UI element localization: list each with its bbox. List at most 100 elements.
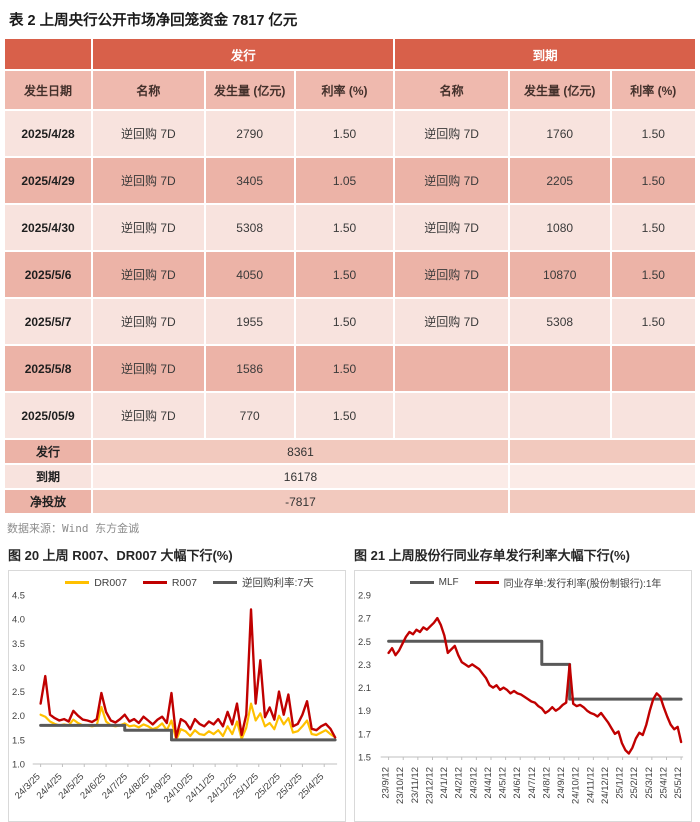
column-header-name2: 名称 (395, 71, 508, 109)
data-cell: 770 (205, 393, 294, 438)
series-line (387, 616, 683, 755)
column-header-amount2: 发生量 (亿元) (509, 71, 610, 109)
x-tick-label: 24/8/12 (542, 767, 553, 799)
column-header-name1: 名称 (93, 71, 204, 109)
group-header-row: 发行 到期 (5, 39, 695, 69)
x-tick-label: 24/7/12 (527, 767, 538, 799)
summary-row-net: 净投放 -7817 (5, 490, 695, 513)
summary-row-issuance: 发行 8361 (5, 440, 695, 463)
series-line (39, 723, 337, 742)
group-header-issuance: 发行 (93, 39, 394, 69)
legend-label: R007 (171, 576, 198, 589)
table-row: 2025/5/6 逆回购 7D 4050 1.50 逆回购 7D 10870 1.50 (5, 252, 695, 297)
line-chart-ncd: MLF 同业存单:发行利率(股份制银行):1年 2.9 2.7 2.5 2.3 2.1 1.9… (354, 570, 692, 822)
x-tick-label: 24/12/12 (600, 767, 611, 804)
data-cell (395, 346, 508, 391)
data-cell: 1.50 (611, 158, 695, 203)
legend-label: 同业存单:发行利率(股份制银行):1年 (503, 579, 662, 590)
summary-label: 净投放 (5, 490, 92, 513)
y-tick-label: 2.5 (358, 637, 371, 648)
column-header-date: 发生日期 (5, 71, 92, 109)
data-cell: 1.50 (295, 205, 394, 250)
y-tick-label: 2.1 (358, 683, 371, 694)
x-tick-label: 25/4/12 (659, 767, 670, 799)
data-cell: 4050 (205, 252, 294, 297)
legend-item: DR007 (65, 577, 127, 589)
legend-label: MLF (438, 577, 459, 588)
line-chart-svg: 2.9 2.7 2.5 2.3 2.1 1.9 1.7 1.5 23/9/12 23/10/12 2… (358, 590, 684, 804)
x-tick-label: 24/3/12 (468, 767, 479, 799)
legend-label: DR007 (94, 576, 127, 589)
data-cell: 1.50 (611, 299, 695, 344)
summary-value: 8361 (93, 440, 508, 463)
y-tick-label: 1.9 (358, 706, 371, 717)
legend-line-swatch (213, 581, 238, 584)
x-tick-label: 23/9/12 (381, 767, 392, 799)
column-header-amount1: 发生量 (亿元) (205, 71, 294, 109)
data-cell: 5308 (509, 299, 610, 344)
data-cell (395, 393, 508, 438)
data-cell: 3405 (205, 158, 294, 203)
data-cell: 1080 (509, 205, 610, 250)
series-line (387, 639, 683, 701)
y-tick-label: 1.0 (12, 759, 25, 770)
y-tick-label: 2.5 (12, 687, 25, 698)
data-cell: 1760 (509, 111, 610, 156)
y-tick-label: 1.5 (358, 752, 371, 763)
date-cell: 2025/4/29 (5, 158, 92, 203)
x-tick-label: 24/11/12 (585, 767, 596, 803)
chart-block-r007: 图 20 上周 R007、DR007 大幅下行(%) DR007 R007 逆回购利… (8, 540, 346, 822)
date-cell: 2025/4/30 (5, 205, 92, 250)
chart-legend: DR007 R007 逆回购利率:7天 (37, 575, 342, 590)
data-cell: 逆回购 7D (395, 252, 508, 297)
table-row: 2025/5/8 逆回购 7D 1586 1.50 (5, 346, 695, 391)
data-source-note: 数据来源：Wind 东方金诚 (7, 522, 140, 535)
y-tick-label: 1.7 (358, 729, 371, 740)
group-header-maturity: 到期 (395, 39, 695, 69)
data-cell: 逆回购 7D (395, 111, 508, 156)
summary-label: 到期 (5, 465, 92, 488)
column-header-rate2: 利率 (%) (611, 71, 695, 109)
y-tick-label: 2.3 (358, 660, 371, 671)
summary-value: -7817 (93, 490, 508, 513)
y-tick-label: 4.0 (12, 615, 25, 626)
data-cell: 逆回购 7D (93, 158, 204, 203)
data-cell (611, 346, 695, 391)
x-tick-label: 23/10/12 (395, 767, 406, 804)
data-cell: 逆回购 7D (93, 111, 204, 156)
chart-block-ncd: 图 21 上周股份行同业存单发行利率大幅下行(%) MLF 同业存单:发行利率(股… (354, 540, 692, 822)
x-tick-label: 24/5/12 (498, 767, 509, 799)
table-row: 2025/4/29 逆回购 7D 3405 1.05 逆回购 7D 2205 1.50 (5, 158, 695, 203)
data-cell: 1.50 (295, 252, 394, 297)
line-chart-r007: DR007 R007 逆回购利率:7天 4.5 4.0 3.5 3.0 2.5 2.0 1.5 1.… (8, 570, 346, 822)
data-cell: 2205 (509, 158, 610, 203)
legend-line-swatch (474, 581, 499, 584)
chart-title-21: 图 21 上周股份行同业存单发行利率大幅下行(%) (354, 548, 630, 563)
data-cell: 逆回购 7D (93, 346, 204, 391)
legend-item: 同业存单:发行利率(股份制银行):1年 (474, 575, 662, 590)
data-cell: 逆回购 7D (93, 252, 204, 297)
data-cell: 1.50 (611, 205, 695, 250)
x-tick-label: 24/4/12 (483, 767, 494, 799)
table-row: 2025/5/7 逆回购 7D 1955 1.50 逆回购 7D 5308 1.50 (5, 299, 695, 344)
chart-title-20: 图 20 上周 R007、DR007 大幅下行(%) (8, 548, 233, 563)
y-tick-label: 2.0 (12, 711, 25, 722)
summary-empty-cell (509, 490, 695, 513)
table-row: 2025/4/28 逆回购 7D 2790 1.50 逆回购 7D 1760 1.50 (5, 111, 695, 156)
data-cell: 1.05 (295, 158, 394, 203)
date-cell: 2025/05/9 (5, 393, 92, 438)
data-cell: 逆回购 7D (93, 393, 204, 438)
omo-table: 发行 到期 发生日期 名称 发生量 (亿元) 利率 (%) 名称 发生量 (亿元… (3, 37, 697, 515)
data-cell: 2790 (205, 111, 294, 156)
date-cell: 2025/5/6 (5, 252, 92, 297)
y-tick-label: 4.5 (12, 590, 25, 601)
x-tick-label: 24/2/12 (454, 767, 465, 799)
summary-empty-cell (509, 465, 695, 488)
data-cell: 1.50 (295, 346, 394, 391)
y-tick-label: 2.7 (358, 614, 371, 625)
table-row: 2025/4/30 逆回购 7D 5308 1.50 逆回购 7D 1080 1.50 (5, 205, 695, 250)
x-tick-label: 24/9/12 (556, 767, 567, 799)
data-cell: 10870 (509, 252, 610, 297)
data-cell: 1.50 (295, 111, 394, 156)
